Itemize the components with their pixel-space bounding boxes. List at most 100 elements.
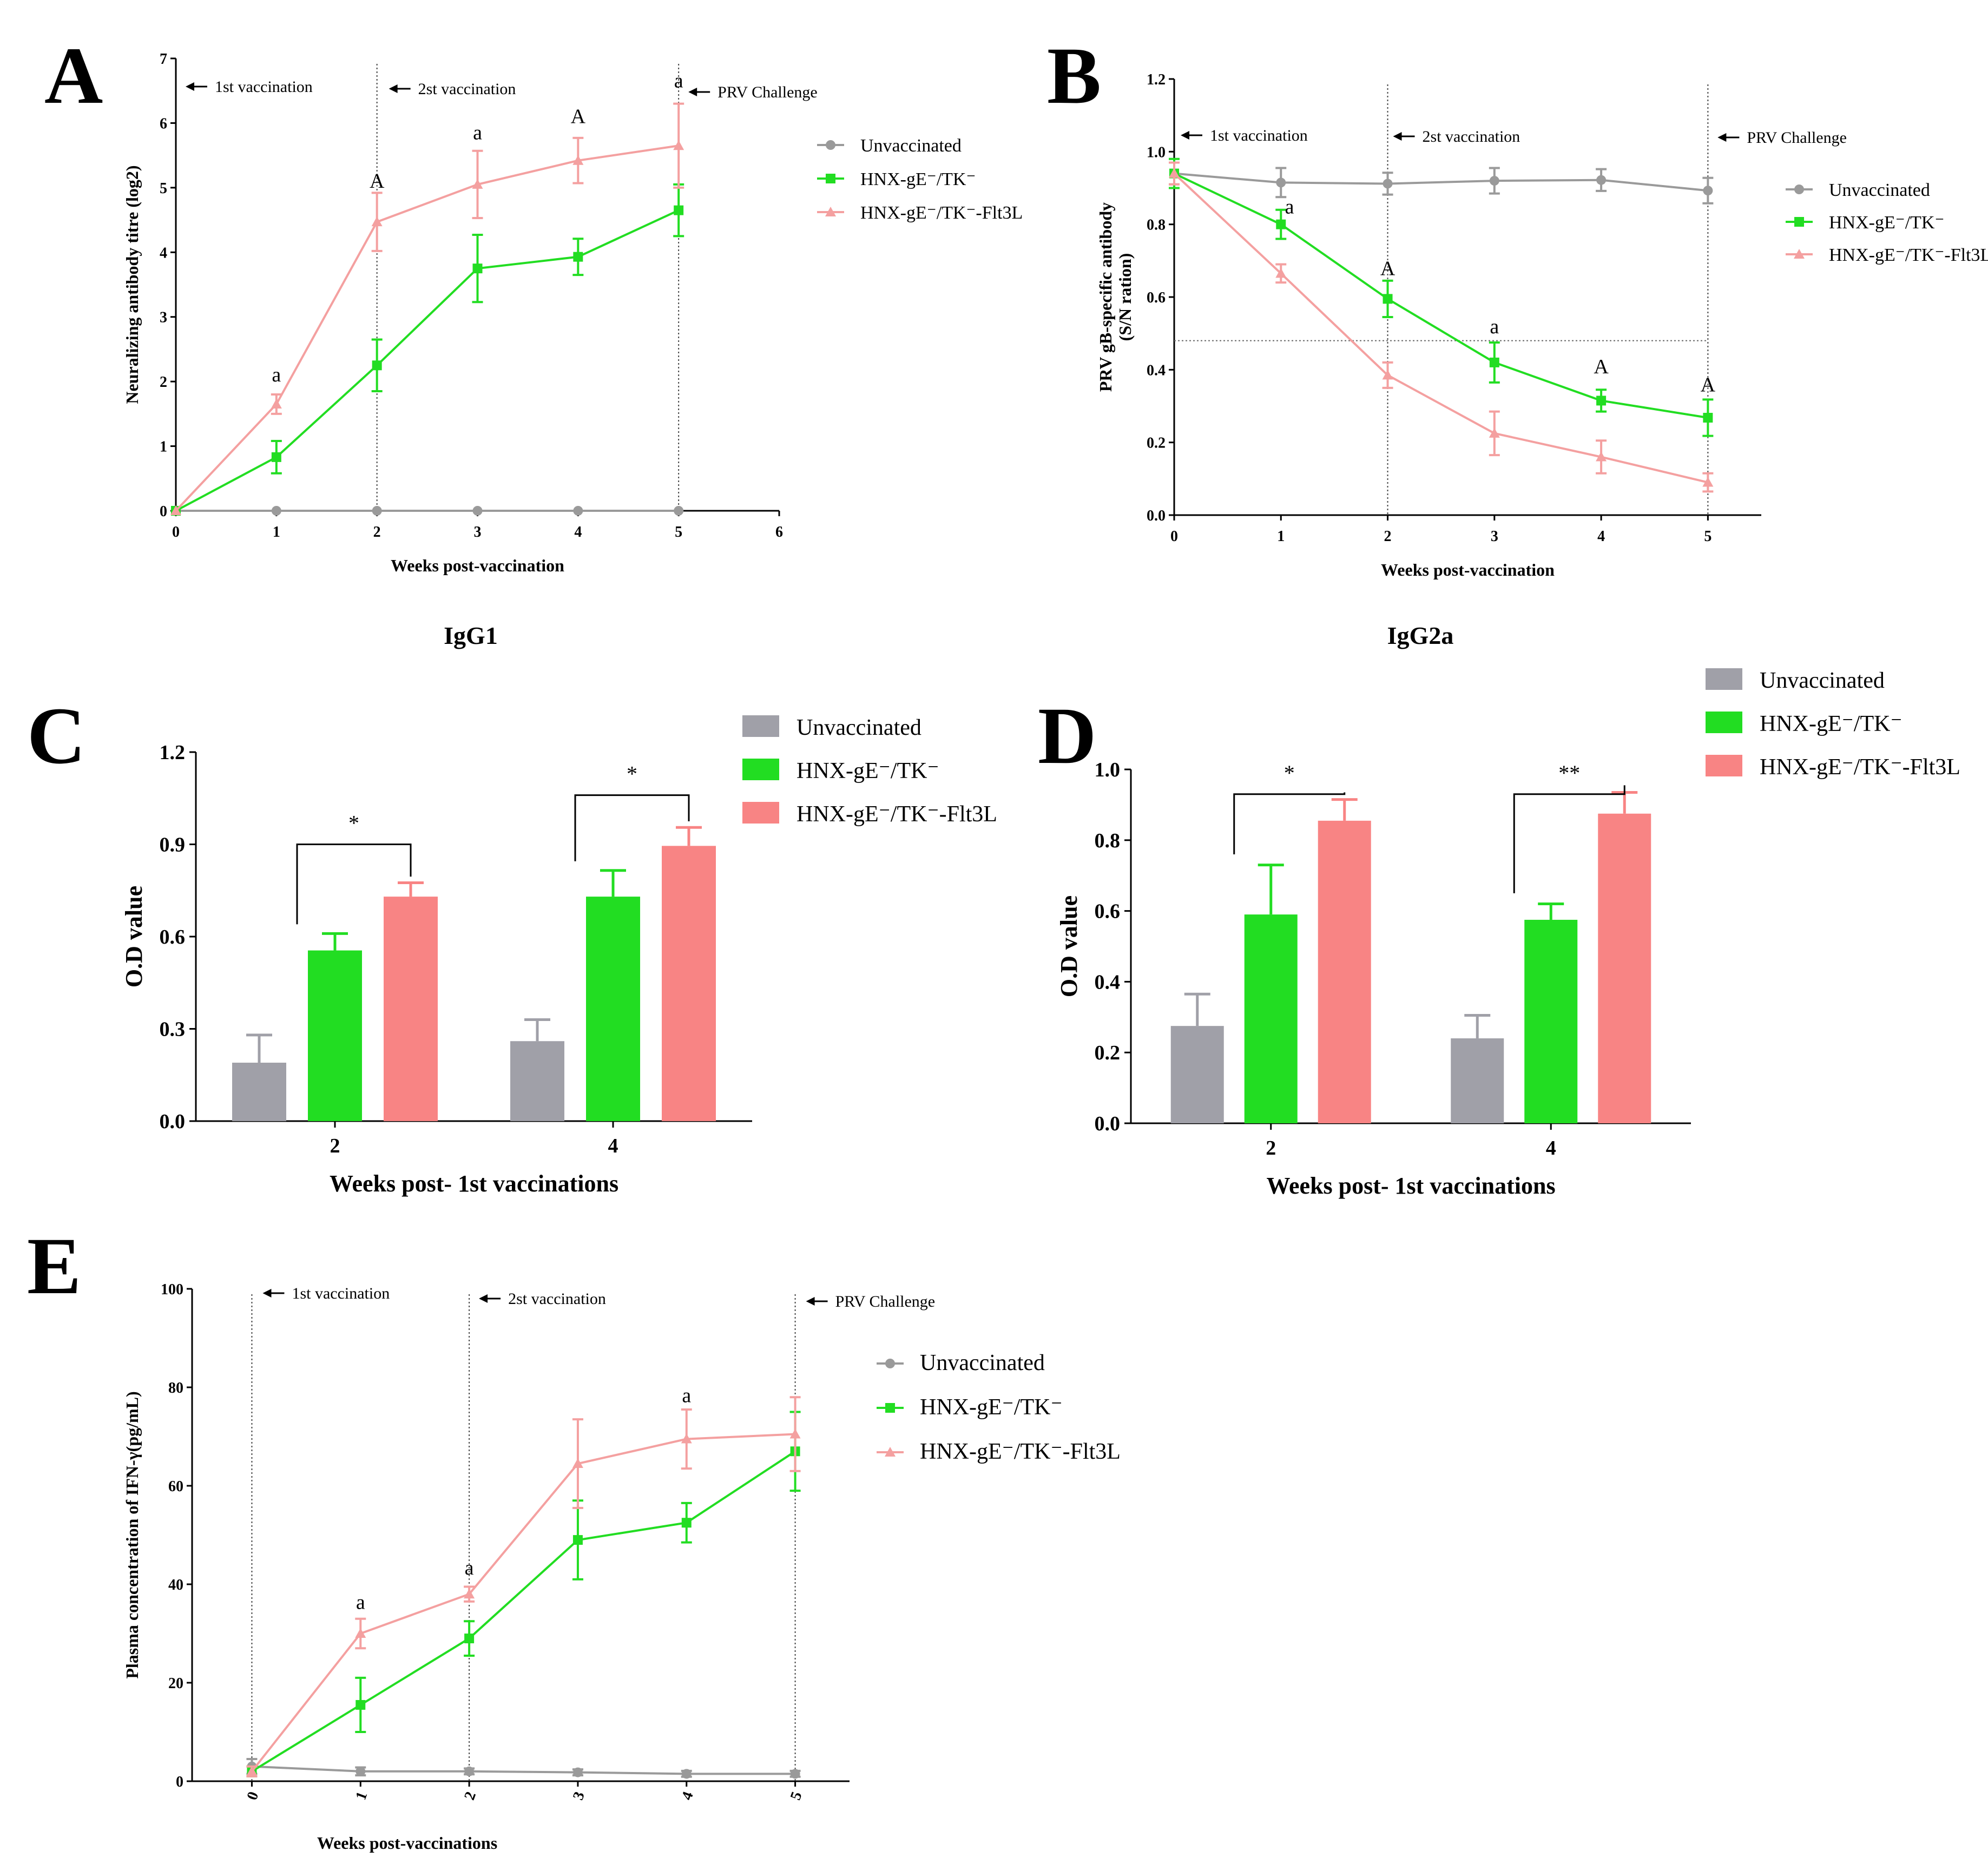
legend-label: HNX-gE⁻/TK⁻-Flt3L <box>796 802 997 827</box>
significance-letter: a <box>465 1557 474 1579</box>
data-point <box>1383 179 1393 189</box>
y-tick-label: 60 <box>168 1478 183 1495</box>
y-tick-label: 0.0 <box>1095 1112 1121 1135</box>
data-point <box>1276 219 1286 229</box>
y-tick-label: 0.9 <box>160 834 186 857</box>
panel-D: D IgG2a 0.0 0.2 0.4 0.6 0.8 1.0 2 * 4 ** Weeks post-… <box>1038 622 1960 1199</box>
legend-label: HNX-gE⁻/TK⁻ <box>920 1395 1063 1420</box>
y-tick-label: 80 <box>168 1380 183 1397</box>
data-point <box>1489 427 1500 438</box>
data-point <box>372 506 382 516</box>
event-label: 1st vaccination <box>1210 127 1308 144</box>
x-tick-label: 4 <box>574 524 582 541</box>
y-axis-label: Plasma concentration of IFN-γ(pg/mL) <box>122 1391 142 1678</box>
y-tick-label: 0.8 <box>1095 829 1121 852</box>
x-tick-label: 2 <box>1384 528 1392 545</box>
x-tick-label: 2 <box>1266 1137 1276 1160</box>
data-point <box>271 506 281 516</box>
significance-letter: A <box>1701 374 1716 397</box>
legend-label: HNX-gE⁻/TK⁻-Flt3L <box>1829 245 1988 265</box>
y-axis-label: PRV gB-specific antibody <box>1096 202 1115 392</box>
event-label: 2st vaccination <box>418 80 516 98</box>
legend-label: Unvaccinated <box>860 136 962 156</box>
y-tick-label: 1.2 <box>1147 71 1166 88</box>
y-axis-label: O.D value <box>121 886 147 987</box>
data-point <box>573 252 583 262</box>
bar <box>232 1063 286 1121</box>
event-label: PRV Challenge <box>717 83 818 101</box>
data-point <box>790 1769 800 1779</box>
event-arrow-head <box>1717 133 1727 142</box>
legend-marker <box>826 140 835 150</box>
y-tick-label: 0.3 <box>160 1018 186 1041</box>
y-tick-label: 1 <box>160 439 167 456</box>
event-arrow-head <box>479 1294 488 1303</box>
x-tick-label: 2 <box>461 1789 479 1802</box>
y-tick-label: 0.2 <box>1095 1042 1121 1064</box>
data-point <box>1703 412 1713 423</box>
significance-bracket <box>1513 785 1625 893</box>
legend-label: Unvaccinated <box>1760 668 1885 693</box>
series-0 <box>1169 161 1714 205</box>
data-point <box>789 1428 801 1439</box>
y-tick-label: 0 <box>176 1774 183 1790</box>
x-tick-label: 5 <box>787 1789 806 1802</box>
legend-marker <box>885 1447 896 1457</box>
y-tick-label: 3 <box>160 309 167 326</box>
event-arrow-head <box>688 88 697 96</box>
data-point <box>246 1766 258 1776</box>
y-tick-label: 6 <box>160 115 167 132</box>
legend-marker <box>826 174 835 183</box>
data-point <box>355 1628 366 1638</box>
data-point <box>1383 294 1393 304</box>
panel-subtitle: IgG1 <box>444 622 498 649</box>
x-tick-label: 0 <box>172 524 180 541</box>
x-tick-label: 1 <box>352 1789 371 1802</box>
y-tick-label: 0.2 <box>1147 435 1166 452</box>
y-tick-label: 0.6 <box>160 926 186 949</box>
significance-letter: a <box>1490 315 1499 338</box>
series-line <box>251 1450 796 1773</box>
y-tick-label: 0.6 <box>1095 900 1121 923</box>
data-point <box>572 1767 583 1777</box>
x-axis-label: Weeks post- 1st vaccinations <box>330 1170 618 1197</box>
bar <box>1318 820 1371 1123</box>
legend-marker <box>1794 185 1804 194</box>
data-point <box>1489 357 1499 367</box>
y-tick-label: 1.0 <box>1095 759 1121 781</box>
x-tick-label: 5 <box>675 524 682 541</box>
event-arrow-head <box>1393 132 1402 141</box>
legend-swatch <box>1706 755 1742 776</box>
data-point <box>573 506 583 516</box>
data-point <box>271 452 281 462</box>
series-line <box>1173 173 1708 484</box>
legend-label: HNX-gE⁻/TK⁻-Flt3L <box>1760 755 1960 780</box>
data-point <box>674 205 684 215</box>
data-point <box>472 179 483 189</box>
x-tick-label: 3 <box>570 1789 588 1802</box>
significance-bracket <box>296 844 412 925</box>
event-arrow-head <box>262 1289 272 1297</box>
bar <box>1170 1026 1224 1123</box>
legend-marker <box>1794 217 1804 227</box>
y-axis-label: Neuralizing antibody titre (log2) <box>122 165 142 404</box>
data-point <box>472 264 483 274</box>
significance-letter: a <box>1285 196 1294 219</box>
x-tick-label: 4 <box>608 1135 618 1157</box>
significance-letter: a <box>674 70 683 93</box>
data-point <box>472 506 483 516</box>
legend-marker <box>885 1403 895 1413</box>
y-tick-label: 7 <box>160 51 167 68</box>
data-point <box>464 1766 475 1776</box>
significance-star: * <box>627 762 637 786</box>
series-0 <box>246 1758 801 1779</box>
data-point <box>1596 451 1607 462</box>
event-arrow-head <box>1181 131 1189 140</box>
legend-label: Unvaccinated <box>920 1351 1045 1375</box>
bar <box>510 1041 564 1121</box>
y-tick-label: 1.0 <box>1147 144 1166 161</box>
x-tick-label: 6 <box>775 524 783 541</box>
legend-marker <box>885 1359 895 1368</box>
